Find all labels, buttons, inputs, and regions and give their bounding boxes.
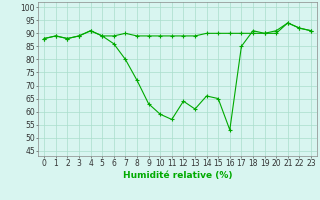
X-axis label: Humidité relative (%): Humidité relative (%): [123, 171, 232, 180]
